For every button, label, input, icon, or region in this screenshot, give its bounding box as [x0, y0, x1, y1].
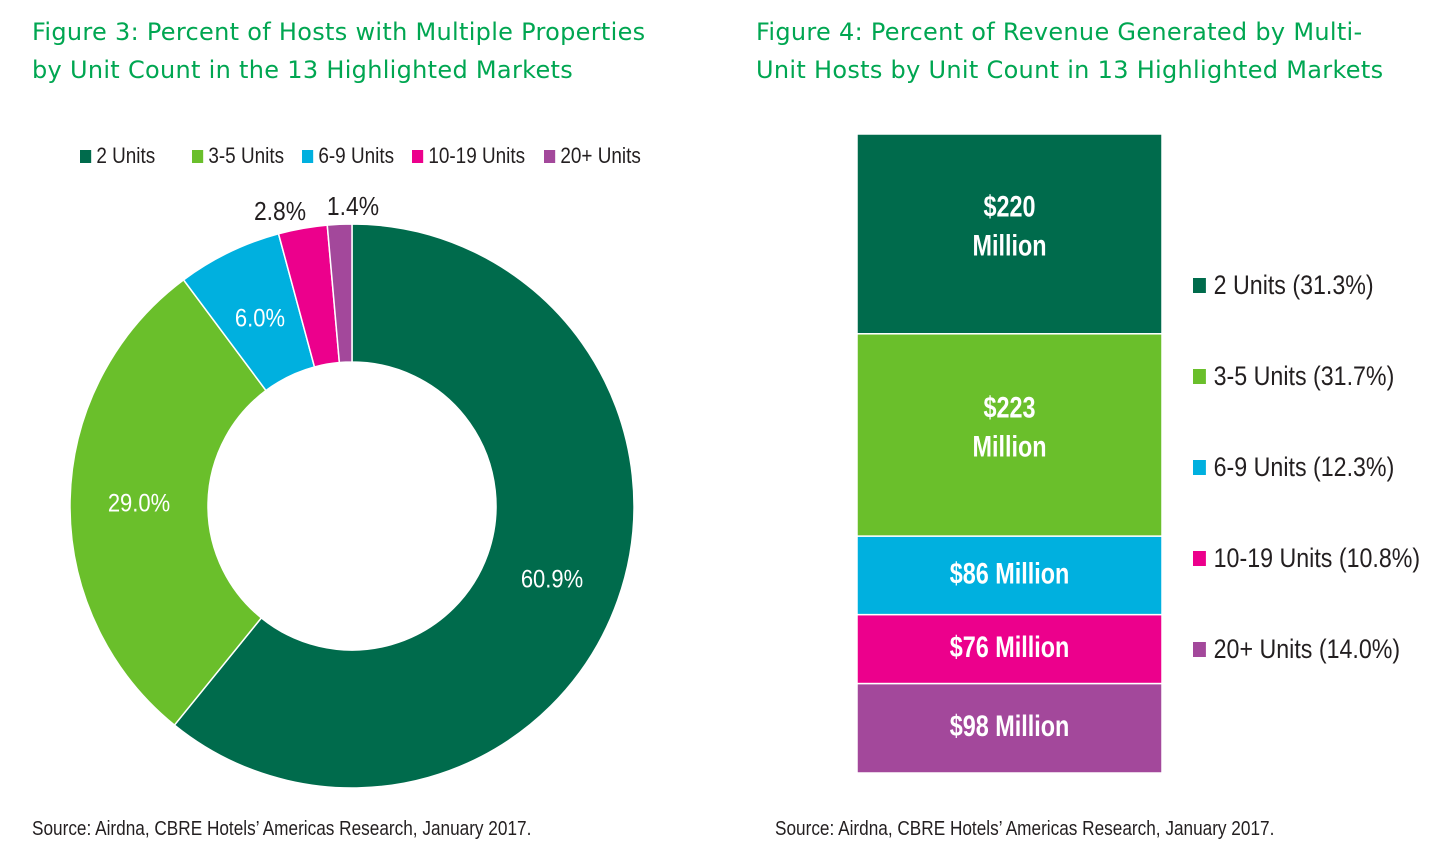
legend-item-6-9-units: 6-9 Units: [302, 143, 397, 169]
legend-item-10-19-units: 10-19 Units: [412, 143, 526, 169]
figure4-title: Figure 4: Percent of Revenue Generated b…: [756, 13, 1436, 89]
figure3-source: Source: Airdna, CBRE Hotels’ Americas Re…: [32, 818, 532, 840]
bar-segment-6-9-units-12-3: [856, 535, 1163, 616]
bar-data-label: $76 Million: [950, 630, 1070, 663]
legend-item-2-units: 2 Units: [80, 143, 176, 169]
legend-swatch: [412, 149, 424, 163]
donut-data-label: 60.9%: [521, 565, 583, 593]
legend-label: 3-5 Units: [208, 143, 285, 168]
donut-slice-3-5-units: [69, 278, 268, 727]
donut-data-label: 6.0%: [235, 304, 285, 332]
bar-segment-20-units-14-0: [856, 682, 1163, 774]
legend-label: 20+ Units (14.0%): [1213, 634, 1401, 664]
donut-data-label: 1.4%: [327, 193, 379, 222]
donut-slice-20-units: [326, 223, 353, 364]
legend-item-20-units-14-0: 20+ Units (14.0%): [1193, 634, 1400, 665]
legend-label: 10-19 Units (10.8%): [1213, 543, 1421, 573]
bar-data-label: $220: [983, 190, 1035, 223]
legend-swatch: [1193, 551, 1206, 566]
legend-label: 20+ Units: [560, 143, 641, 168]
legend-label: 2 Units: [96, 143, 156, 168]
legend-label: 6-9 Units (12.3%): [1213, 452, 1395, 482]
legend-swatch: [80, 149, 92, 163]
bar-data-label: Million: [972, 430, 1046, 463]
legend-label: 6-9 Units: [318, 143, 395, 168]
figure4-title-line1: Figure 4: Percent of Revenue Generated b…: [756, 18, 1363, 46]
legend-swatch: [544, 149, 556, 163]
bar-data-label: $98 Million: [950, 709, 1070, 742]
bar-data-label: $223: [983, 391, 1035, 424]
legend-label: 10-19 Units: [428, 143, 526, 168]
figure3-title-line1: Figure 3: Percent of Hosts with Multiple…: [32, 18, 646, 46]
figure4-source: Source: Airdna, CBRE Hotels’ Americas Re…: [775, 818, 1275, 840]
legend-item-20-units: 20+ Units: [544, 143, 647, 169]
legend-item-3-5-units: 3-5 Units: [192, 143, 287, 169]
figure3-title: Figure 3: Percent of Hosts with Multiple…: [32, 13, 712, 89]
legend-swatch: [302, 149, 314, 163]
bar-data-label: Million: [972, 229, 1046, 262]
legend-item-10-19-units-10-8: 10-19 Units (10.8%): [1193, 543, 1420, 574]
donut-data-label: 29.0%: [108, 489, 170, 517]
legend-swatch: [1193, 278, 1206, 293]
legend-item-3-5-units-31-7: 3-5 Units (31.7%): [1193, 361, 1394, 392]
bar-segment-10-19-units-10-8: [856, 613, 1163, 685]
donut-data-label: 2.8%: [254, 198, 306, 227]
donut-slice-2-units: [173, 223, 635, 789]
legend-swatch: [192, 149, 204, 163]
bar-segment-2-units-31-3: [856, 133, 1163, 335]
donut-legend: 2 Units 3-5 Units 6-9 Units 10-19 Units 20+ …: [80, 143, 664, 169]
legend-swatch: [1193, 369, 1206, 384]
legend-swatch: [1193, 642, 1206, 657]
figure4-title-line2: Unit Hosts by Unit Count in 13 Highlight…: [756, 56, 1384, 84]
bar-data-label: $86 Million: [950, 557, 1070, 590]
figure3-title-line2: by Unit Count in the 13 Highlighted Mark…: [32, 56, 574, 84]
legend-item-2-units-31-3: 2 Units (31.3%): [1193, 270, 1374, 301]
bar-segment-3-5-units-31-7: [856, 333, 1163, 537]
legend-swatch: [1193, 460, 1206, 475]
legend-label: 3-5 Units (31.7%): [1213, 361, 1395, 391]
legend-item-6-9-units-12-3: 6-9 Units (12.3%): [1193, 452, 1394, 483]
legend-label: 2 Units (31.3%): [1213, 270, 1374, 300]
